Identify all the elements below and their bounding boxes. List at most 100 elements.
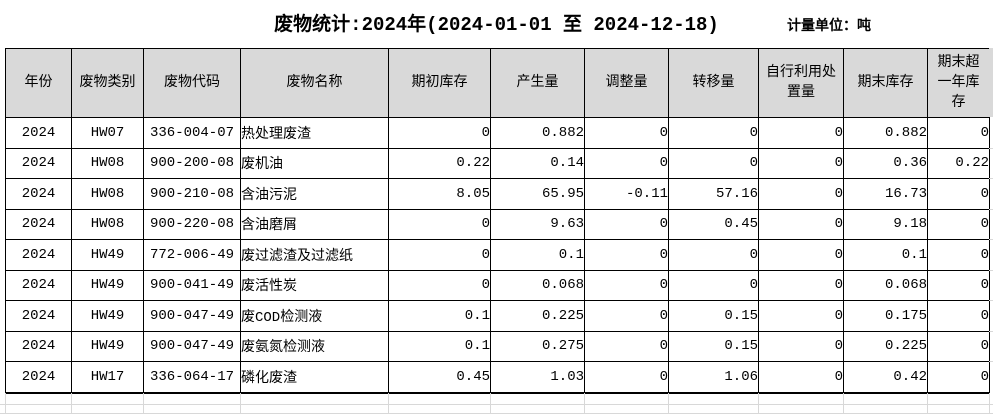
cell-r7-c0: 2024 [5, 330, 72, 362]
table-row: 2024 HW17 336-064-17 磷化废渣 0.45 1.03 0 1.06 0 0.42… [5, 361, 990, 393]
cell-r2-c1: HW08 [71, 178, 144, 210]
cell-r3-c5: 9.63 [490, 208, 585, 240]
cell-r4-c0: 2024 [5, 239, 72, 271]
table-row: 2024 HW08 900-210-08 含油污泥 8.05 65.95 -0.11 57.1… [5, 178, 990, 210]
cell-r3-c7: 0.45 [668, 208, 759, 240]
faint-column-line [490, 393, 491, 414]
cell-r7-c5: 0.275 [490, 330, 585, 362]
column-header-10: 期末超一年库存 [927, 48, 990, 118]
cell-r2-c9: 16.73 [843, 178, 928, 210]
cell-r1-c7: 0 [668, 147, 759, 179]
header-row: 年份 废物类别 废物代码 废物名称 期初库存 产生量 调整量 转移量 自行利用处置量 期末库存 期末… [5, 48, 990, 118]
cell-r7-c2: 900-047-49 [143, 330, 241, 362]
cell-r4-c8: 0 [758, 239, 844, 271]
cell-r8-c4: 0.45 [388, 361, 491, 393]
cell-r5-c10: 0 [927, 269, 990, 301]
cell-r1-c2: 900-200-08 [143, 147, 241, 179]
cell-r8-c7: 1.06 [668, 361, 759, 393]
cell-r6-c6: 0 [584, 300, 669, 332]
faint-column-line [927, 393, 928, 414]
empty-spreadsheet-grid [0, 393, 993, 414]
cell-r8-c5: 1.03 [490, 361, 585, 393]
faint-row-line [989, 300, 993, 301]
cell-r8-c8: 0 [758, 361, 844, 393]
cell-r2-c0: 2024 [5, 178, 72, 210]
cell-r0-c0: 2024 [5, 117, 72, 149]
cell-r2-c4: 8.05 [388, 178, 491, 210]
table-row: 2024 HW49 772-006-49 废过滤渣及过滤纸 0 0.1 0 0 0 0.1 0 [5, 239, 990, 271]
cell-r5-c1: HW49 [71, 269, 144, 301]
cell-r2-c7: 57.16 [668, 178, 759, 210]
cell-r4-c10: 0 [927, 239, 990, 271]
faint-row-line [989, 331, 993, 332]
cell-r6-c4: 0.1 [388, 300, 491, 332]
cell-r6-c9: 0.175 [843, 300, 928, 332]
cell-r5-c7: 0 [668, 269, 759, 301]
cell-r4-c9: 0.1 [843, 239, 928, 271]
cell-r8-c2: 336-064-17 [143, 361, 241, 393]
cell-r3-c6: 0 [584, 208, 669, 240]
table-row: 2024 HW49 900-047-49 废氨氮检测液 0.1 0.275 0 0.15 0 0.… [5, 330, 990, 362]
cell-r1-c10: 0.22 [927, 147, 990, 179]
cell-r4-c1: HW49 [71, 239, 144, 271]
faint-row-line [989, 148, 993, 149]
cell-r6-c7: 0.15 [668, 300, 759, 332]
cell-r0-c1: HW07 [71, 117, 144, 149]
faint-column-line [758, 393, 759, 414]
cell-r5-c6: 0 [584, 269, 669, 301]
faint-row-line [989, 270, 993, 271]
cell-r5-c0: 2024 [5, 269, 72, 301]
column-header-1: 废物类别 [71, 48, 144, 118]
cell-r7-c4: 0.1 [388, 330, 491, 362]
faint-column-line [843, 393, 844, 414]
cell-r5-c5: 0.068 [490, 269, 585, 301]
cell-r3-c9: 9.18 [843, 208, 928, 240]
cell-r8-c10: 0 [927, 361, 990, 393]
cell-r7-c9: 0.225 [843, 330, 928, 362]
cell-r4-c3: 废过滤渣及过滤纸 [240, 239, 389, 271]
cell-r8-c6: 0 [584, 361, 669, 393]
column-header-4: 期初库存 [388, 48, 491, 118]
cell-r0-c5: 0.882 [490, 117, 585, 149]
cell-r7-c7: 0.15 [668, 330, 759, 362]
faint-column-line [668, 393, 669, 414]
table-row: 2024 HW08 900-200-08 废机油 0.22 0.14 0 0 0 0.36 0.22 [5, 147, 990, 179]
cell-r8-c1: HW17 [71, 361, 144, 393]
faint-row-line [989, 178, 993, 179]
column-header-9: 期末库存 [843, 48, 928, 118]
cell-r7-c10: 0 [927, 330, 990, 362]
cell-r3-c4: 0 [388, 208, 491, 240]
column-header-0: 年份 [5, 48, 72, 118]
faint-column-line [71, 393, 72, 414]
faint-column-line [5, 393, 6, 414]
cell-r0-c2: 336-004-07 [143, 117, 241, 149]
cell-r8-c3: 磷化废渣 [240, 361, 389, 393]
table-row: 2024 HW08 900-220-08 含油磨屑 0 9.63 0 0.45 0 9.18 0 [5, 208, 990, 240]
cell-r0-c8: 0 [758, 117, 844, 149]
cell-r1-c4: 0.22 [388, 147, 491, 179]
cell-r1-c6: 0 [584, 147, 669, 179]
cell-r1-c1: HW08 [71, 147, 144, 179]
table-row: 2024 HW49 900-047-49 废COD检测液 0.1 0.225 0 0.15 0 0… [5, 300, 990, 332]
cell-r0-c9: 0.882 [843, 117, 928, 149]
cell-r6-c0: 2024 [5, 300, 72, 332]
cell-r1-c8: 0 [758, 147, 844, 179]
cell-r3-c0: 2024 [5, 208, 72, 240]
faint-column-line [240, 393, 241, 414]
faint-column-line [989, 393, 990, 414]
cell-r8-c9: 0.42 [843, 361, 928, 393]
column-header-7: 转移量 [668, 48, 759, 118]
cell-r5-c2: 900-041-49 [143, 269, 241, 301]
cell-r8-c0: 2024 [5, 361, 72, 393]
cell-r1-c3: 废机油 [240, 147, 389, 179]
faint-column-line [584, 393, 585, 414]
cell-r7-c6: 0 [584, 330, 669, 362]
cell-r1-c0: 2024 [5, 147, 72, 179]
cell-r0-c4: 0 [388, 117, 491, 149]
column-header-8: 自行利用处置量 [758, 48, 844, 118]
unit-label: 计量单位：吨 [787, 19, 871, 35]
cell-r6-c1: HW49 [71, 300, 144, 332]
faint-column-line [143, 393, 144, 414]
header-overflow-strip [989, 48, 993, 117]
cell-r2-c8: 0 [758, 178, 844, 210]
